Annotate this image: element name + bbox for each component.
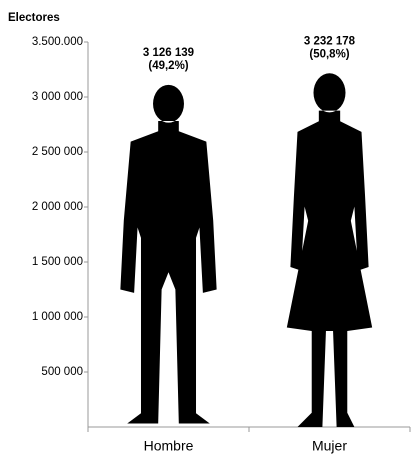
x-tick-label: Mujer: [312, 438, 347, 454]
value-label: 3 126 139: [143, 47, 194, 59]
y-axis-title: Electores: [8, 12, 60, 24]
y-tick-label: 3.500.000: [32, 36, 83, 48]
value-label: 3 232 178: [304, 35, 356, 47]
y-tick-label: 2 000 000: [32, 201, 83, 213]
y-tick-label: 500 000: [41, 366, 83, 378]
y-tick-label: 2 500 000: [32, 146, 83, 158]
silhouette-bar: [120, 84, 217, 424]
x-tick-label: Hombre: [144, 438, 194, 454]
silhouette-bar: [286, 73, 373, 427]
y-tick-label: 3 000 000: [32, 91, 83, 103]
y-tick-label: 1 000 000: [32, 311, 83, 323]
y-tick-label: 1 500 000: [32, 256, 83, 268]
share-label: (50,8%): [309, 48, 349, 60]
share-label: (49,2%): [148, 60, 188, 72]
